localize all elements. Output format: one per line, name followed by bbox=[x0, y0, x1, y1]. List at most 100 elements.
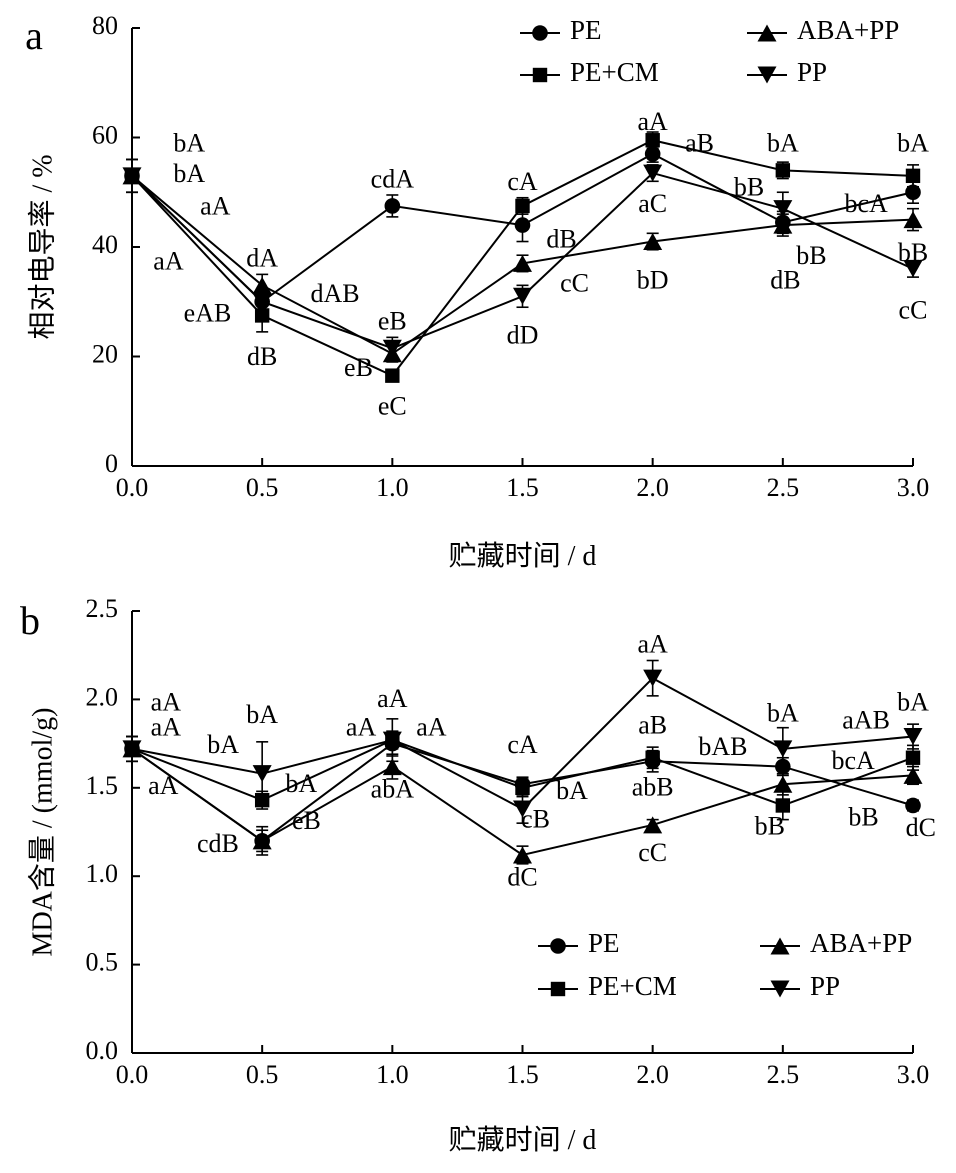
y-tick-label: 2.5 bbox=[86, 594, 119, 623]
significance-label: dAB bbox=[310, 279, 359, 308]
significance-label: aA bbox=[151, 712, 182, 741]
x-tick-label: 1.5 bbox=[506, 473, 539, 502]
data-point bbox=[903, 211, 923, 229]
data-point bbox=[382, 339, 402, 357]
significance-label: aA bbox=[151, 688, 182, 717]
significance-label: cB bbox=[521, 804, 550, 833]
data-point bbox=[252, 276, 272, 294]
data-point bbox=[252, 832, 272, 850]
data-point bbox=[775, 798, 791, 813]
data-point bbox=[905, 797, 921, 814]
data-point bbox=[645, 750, 660, 765]
significance-label: bA bbox=[246, 700, 278, 729]
data-point bbox=[905, 168, 921, 184]
significance-label: bA bbox=[173, 159, 205, 188]
data-point bbox=[515, 780, 530, 795]
data-point bbox=[252, 765, 272, 783]
significance-label: dB bbox=[546, 224, 576, 253]
significance-label: bB bbox=[796, 241, 826, 270]
significance-label: cC bbox=[560, 268, 589, 297]
data-point bbox=[773, 740, 793, 758]
significance-label: bB bbox=[734, 172, 764, 201]
legend-item: PP bbox=[760, 971, 840, 1001]
significance-label: aA bbox=[200, 192, 231, 221]
x-tick-label: 0.5 bbox=[246, 1060, 279, 1089]
significance-label: bAB bbox=[698, 732, 747, 761]
data-point bbox=[513, 254, 532, 272]
legend: PE ABA+PP PE+CM PP bbox=[538, 928, 912, 1001]
significance-label: bA bbox=[767, 698, 799, 727]
significance-label: aC bbox=[638, 189, 667, 218]
legend-item: ABA+PP bbox=[760, 928, 912, 958]
significance-label: bcA bbox=[844, 189, 888, 218]
legend-item: PP bbox=[747, 57, 827, 87]
data-point bbox=[122, 740, 142, 758]
data-point bbox=[643, 816, 663, 834]
significance-label: dC bbox=[507, 863, 537, 892]
panel-label: a bbox=[25, 13, 43, 58]
legend-marker bbox=[757, 24, 777, 42]
panel-label: b bbox=[20, 598, 40, 643]
significance-label: dD bbox=[507, 320, 539, 349]
legend-marker bbox=[757, 66, 777, 84]
data-point bbox=[905, 750, 921, 765]
data-point bbox=[773, 775, 793, 793]
legend-label: PE+CM bbox=[588, 971, 677, 1001]
data-point bbox=[645, 133, 660, 148]
significance-label: bB bbox=[848, 803, 878, 832]
significance-label: cA bbox=[507, 167, 538, 196]
legend-item: PE bbox=[520, 15, 602, 45]
legend-item: PE+CM bbox=[520, 57, 659, 87]
data-point bbox=[903, 728, 923, 746]
legend-label: PE bbox=[588, 928, 620, 958]
series-pp bbox=[122, 158, 923, 361]
data-point bbox=[643, 669, 663, 687]
significance-label: bB bbox=[755, 811, 785, 840]
data-point bbox=[513, 800, 532, 818]
data-point bbox=[252, 293, 272, 311]
data-point bbox=[775, 163, 791, 178]
data-point bbox=[643, 164, 663, 182]
legend-label: PP bbox=[810, 971, 840, 1001]
significance-label: cdB bbox=[197, 829, 239, 858]
significance-label: cdA bbox=[371, 164, 415, 193]
data-point bbox=[122, 167, 142, 185]
x-tick-label: 2.0 bbox=[636, 473, 669, 502]
y-axis-title: MDA含量 / (mmol/g) bbox=[26, 708, 58, 957]
legend-label: PE bbox=[570, 15, 602, 45]
legend-label: ABA+PP bbox=[797, 15, 899, 45]
significance-label: bA bbox=[556, 776, 588, 805]
series-aba-pp bbox=[122, 735, 923, 865]
data-point bbox=[384, 198, 401, 214]
significance-label: aA bbox=[148, 771, 179, 800]
data-point bbox=[903, 766, 923, 784]
data-point bbox=[903, 260, 923, 278]
significance-label: aA bbox=[346, 712, 377, 741]
y-tick-label: 0 bbox=[105, 449, 118, 478]
significance-label: bA bbox=[285, 769, 317, 798]
significance-label: bA bbox=[173, 129, 205, 158]
data-point bbox=[513, 287, 532, 305]
y-tick-label: 20 bbox=[92, 339, 118, 368]
significance-label: aA bbox=[638, 629, 669, 658]
legend-label: PP bbox=[797, 57, 827, 87]
legend-marker bbox=[550, 938, 566, 954]
legend-item: ABA+PP bbox=[747, 15, 899, 45]
x-tick-label: 2.5 bbox=[767, 473, 800, 502]
y-tick-label: 60 bbox=[92, 120, 118, 149]
x-tick-label: 1.0 bbox=[376, 473, 409, 502]
significance-label: bB bbox=[898, 238, 928, 267]
significance-label: aB bbox=[638, 711, 667, 740]
legend-marker bbox=[770, 937, 790, 955]
series-pp bbox=[122, 659, 923, 824]
x-tick-label: 1.5 bbox=[506, 1060, 539, 1089]
significance-label: eB bbox=[378, 307, 407, 336]
significance-label: bA bbox=[207, 730, 239, 759]
data-point bbox=[382, 758, 402, 776]
significance-label: abA bbox=[371, 774, 415, 803]
y-tick-label: 40 bbox=[92, 230, 118, 259]
y-axis-title: 相对电导率 / % bbox=[26, 154, 58, 339]
significance-label: cC bbox=[638, 838, 667, 867]
legend-marker bbox=[770, 980, 790, 998]
